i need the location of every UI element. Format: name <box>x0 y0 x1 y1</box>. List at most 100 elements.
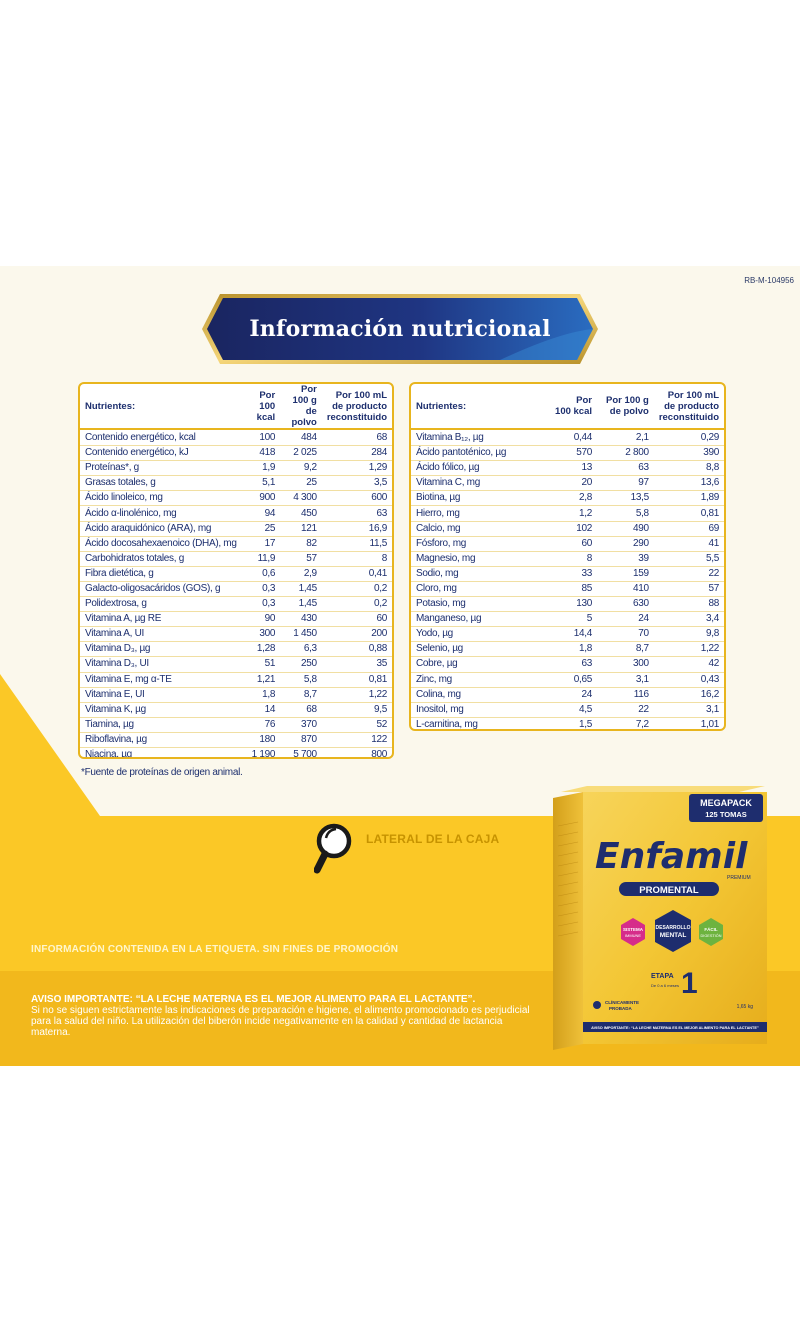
value-per-100kcal: 900 <box>241 490 281 507</box>
value-per-100ml: 68 <box>321 429 392 447</box>
nutrient-name: Vitamina D₃, UI <box>80 656 242 673</box>
product-text-etapa: ETAPA <box>651 973 674 980</box>
table-row: Ácido fólico, µg 13 63 8,8 <box>411 460 724 477</box>
table-row: Yodo, µg 14,4 70 9,8 <box>411 626 724 643</box>
nutrition-table-left: Nutrientes: Por 100 kcal Por 100 g de polv… <box>78 382 394 759</box>
table-row: L-carnitina, mg 1,5 7,2 1,01 <box>411 717 724 729</box>
value-per-100g: 7,2 <box>597 717 654 729</box>
table-header-row: Nutrientes: Por 100 kcal Por 100 g de polv… <box>411 384 724 430</box>
value-per-100g: 6,3 <box>280 641 322 658</box>
product-text-line: PROMENTAL <box>639 885 699 896</box>
value-per-100ml: 16,2 <box>653 687 724 703</box>
product-text-b3a: FÁCIL <box>704 926 717 932</box>
value-per-100ml: 0,29 <box>653 429 724 447</box>
product-text-b3b: DIGESTIÓN <box>701 933 722 938</box>
value-per-100kcal: 5 <box>543 611 598 628</box>
value-per-100kcal: 0,65 <box>543 672 598 688</box>
value-per-100ml: 3,4 <box>653 611 724 628</box>
product-text-premium: PREMIUM <box>727 875 751 881</box>
value-per-100kcal: 0,3 <box>241 596 281 613</box>
value-per-100ml: 0,2 <box>321 596 392 613</box>
table-row: Ácido pantoténico, µg 570 2 800 390 <box>411 445 724 462</box>
nutrient-name: Carbohidratos totales, g <box>80 551 242 567</box>
value-per-100g: 97 <box>597 475 654 492</box>
table-row: Ácido araquidónico (ARA), mg 25 121 16,9 <box>80 521 392 537</box>
important-warning: AVISO IMPORTANTE: “LA LECHE MATERNA ES E… <box>31 994 531 1038</box>
product-text-b1a: SISTEMA <box>623 927 644 932</box>
value-per-100g: 24 <box>597 611 654 628</box>
value-per-100kcal: 24 <box>543 687 598 703</box>
product-text-weight: 1,65 kg <box>737 1004 754 1010</box>
nutrient-name: Vitamina C, mg <box>411 475 544 492</box>
table-row: Contenido energético, kJ 418 2 025 284 <box>80 445 392 462</box>
value-per-100kcal: 51 <box>241 656 281 673</box>
nutrient-name: Selenio, µg <box>411 641 544 658</box>
table-row: Ácido docosahexaenoico (DHA), mg 17 82 11,5 <box>80 536 392 552</box>
value-per-100kcal: 17 <box>241 536 281 552</box>
value-per-100kcal: 8 <box>543 551 598 567</box>
value-per-100g: 290 <box>597 536 654 552</box>
table-row: Colina, mg 24 116 16,2 <box>411 687 724 703</box>
table-row: Polidextrosa, g 0,3 1,45 0,2 <box>80 596 392 613</box>
table-row: Niacina, µg 1 190 5 700 800 <box>80 747 392 757</box>
value-per-100ml: 42 <box>653 656 724 673</box>
value-per-100ml: 1,22 <box>653 641 724 658</box>
table-row: Grasas totales, g 5,1 25 3,5 <box>80 475 392 492</box>
value-per-100g: 68 <box>280 702 322 718</box>
value-per-100kcal: 13 <box>543 460 598 477</box>
value-per-100kcal: 418 <box>241 445 281 462</box>
value-per-100g: 159 <box>597 566 654 582</box>
nutrient-name: Grasas totales, g <box>80 475 242 492</box>
nutrient-name: Fósforo, mg <box>411 536 544 552</box>
table-row: Cobre, µg 63 300 42 <box>411 656 724 673</box>
value-per-100g: 39 <box>597 551 654 567</box>
value-per-100kcal: 4,5 <box>543 702 598 718</box>
table-row: Sodio, mg 33 159 22 <box>411 566 724 582</box>
value-per-100ml: 0,43 <box>653 672 724 688</box>
footnote: *Fuente de proteínas de origen animal. <box>81 767 243 778</box>
nutrient-name: Niacina, µg <box>80 747 242 757</box>
header-per-100kcal: Por 100 kcal <box>241 384 281 430</box>
nutrient-name: Ácido fólico, µg <box>411 460 544 477</box>
product-text-stage: 1 <box>681 967 698 1000</box>
table-row: Potasio, mg 130 630 88 <box>411 596 724 613</box>
nutrient-name: Inositol, mg <box>411 702 544 718</box>
value-per-100ml: 16,9 <box>321 521 392 537</box>
table-row: Vitamina D₃, µg 1,28 6,3 0,88 <box>80 641 392 658</box>
nutrient-name: Yodo, µg <box>411 626 544 643</box>
value-per-100kcal: 100 <box>241 429 281 447</box>
table-row: Contenido energético, kcal 100 484 68 <box>80 429 392 447</box>
value-per-100ml: 8 <box>321 551 392 567</box>
value-per-100kcal: 14 <box>241 702 281 718</box>
table-row: Vitamina E, mg α-TE 1,21 5,8 0,81 <box>80 672 392 688</box>
value-per-100kcal: 102 <box>543 521 598 537</box>
table-row: Selenio, µg 1,8 8,7 1,22 <box>411 641 724 658</box>
magnifier-icon <box>314 823 352 874</box>
nutrient-name: Magnesio, mg <box>411 551 544 567</box>
product-text-megapack: MEGAPACK <box>700 798 752 808</box>
value-per-100kcal: 0,44 <box>543 429 598 447</box>
nutrient-name: Vitamina E, UI <box>80 687 242 703</box>
table-row: Biotina, µg 2,8 13,5 1,89 <box>411 490 724 507</box>
value-per-100ml: 41 <box>653 536 724 552</box>
nutrient-name: L-carnitina, mg <box>411 717 544 729</box>
value-per-100ml: 22 <box>653 566 724 582</box>
product-text-b2b: MENTAL <box>660 932 687 939</box>
nutrient-name: Ácido linoleico, mg <box>80 490 242 507</box>
value-per-100kcal: 300 <box>241 626 281 643</box>
value-per-100g: 5 700 <box>280 747 322 757</box>
value-per-100g: 250 <box>280 656 322 673</box>
value-per-100g: 1 450 <box>280 626 322 643</box>
value-per-100kcal: 1,9 <box>241 460 281 477</box>
table-row: Riboflavina, µg 180 870 122 <box>80 732 392 748</box>
value-per-100ml: 200 <box>321 626 392 643</box>
lateral-label: LATERAL DE LA CAJA <box>366 832 500 846</box>
table-row: Fibra dietética, g 0,6 2,9 0,41 <box>80 566 392 582</box>
value-per-100ml: 390 <box>653 445 724 462</box>
value-per-100kcal: 180 <box>241 732 281 748</box>
value-per-100kcal: 1,8 <box>241 687 281 703</box>
value-per-100ml: 284 <box>321 445 392 462</box>
nutrient-name: Manganeso, µg <box>411 611 544 628</box>
product-text-prob2: PROBADA <box>609 1006 633 1011</box>
value-per-100g: 484 <box>280 429 322 447</box>
